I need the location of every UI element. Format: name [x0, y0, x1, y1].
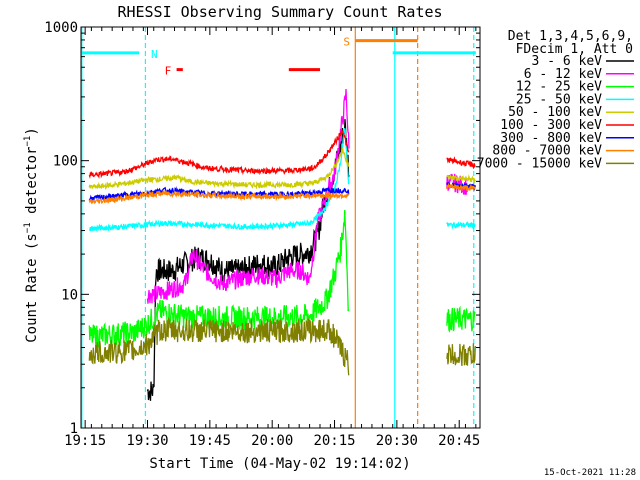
legend-header-line-1: Det 1,3,4,5,6,9, — [508, 29, 633, 44]
legend-entry-label: 100 - 300 keV — [500, 118, 602, 133]
legend-entry-label: 800 - 7000 keV — [492, 144, 602, 159]
x-tick-label: 19:30 — [126, 433, 168, 449]
y-tick-label: 100 — [53, 154, 78, 170]
x-tick-label: 19:15 — [64, 433, 106, 449]
series-line-7 — [88, 182, 476, 205]
chart-title: RHESSI Observing Summary Count Rates — [117, 3, 442, 21]
y-axis-label: Count Rate (s−1 detector−1) — [23, 127, 40, 343]
footer-date: 15-Oct-2021 11:28 — [544, 468, 636, 478]
series-line-8 — [88, 316, 476, 376]
legend: Det 1,3,4,5,6,9, FDecim 1, Att 0 3 - 6 k… — [477, 29, 634, 171]
x-tick-label: 20:15 — [313, 433, 355, 449]
flag-label-s: S — [343, 36, 350, 49]
y-tick-label: 1000 — [44, 20, 78, 36]
y-tick-label: 10 — [61, 287, 78, 303]
legend-header-line-2: FDecim 1, Att 0 — [516, 42, 633, 57]
axes-ticks: 19:15 19:30 19:45 20:00 20:15 20:30 20:45 1 10 10… — [44, 20, 480, 449]
x-tick-label: 20:30 — [376, 433, 418, 449]
y-tick-label: 1 — [70, 421, 78, 437]
y-axis-label-suffix: ) — [24, 127, 40, 135]
legend-entry-label: 7000 - 15000 keV — [477, 156, 602, 171]
flag-label-n: N — [151, 48, 158, 61]
data-series — [88, 88, 476, 401]
flag-label-f: F — [165, 65, 172, 78]
x-tick-label: 20:00 — [251, 433, 293, 449]
x-axis-label: Start Time (04-May-02 19:14:02) — [149, 456, 410, 472]
y-axis-label-exp2: −1 — [23, 136, 33, 147]
x-tick-label: 19:45 — [189, 433, 231, 449]
legend-entry-label: 12 - 25 keV — [516, 80, 602, 95]
y-axis-label-middle: detector — [24, 147, 40, 223]
legend-entry-label: 25 - 50 keV — [516, 92, 602, 107]
series-line-3 — [89, 128, 476, 233]
series-line-4 — [88, 147, 476, 191]
y-axis-label-prefix: Count Rate (s — [24, 233, 40, 343]
x-tick-label: 20:45 — [438, 433, 480, 449]
legend-entry-label: 6 - 12 keV — [524, 67, 602, 82]
series-line-5 — [88, 129, 476, 180]
series-line-2 — [88, 209, 476, 349]
y-axis-label-exp1: −1 — [23, 222, 33, 233]
flag-bars: NF S — [81, 36, 476, 78]
legend-entry-label: 300 - 800 keV — [500, 131, 602, 146]
legend-entry-label: 3 - 6 keV — [532, 54, 603, 69]
legend-entry-label: 50 - 100 keV — [508, 105, 602, 120]
plot-frame — [80, 26, 481, 429]
